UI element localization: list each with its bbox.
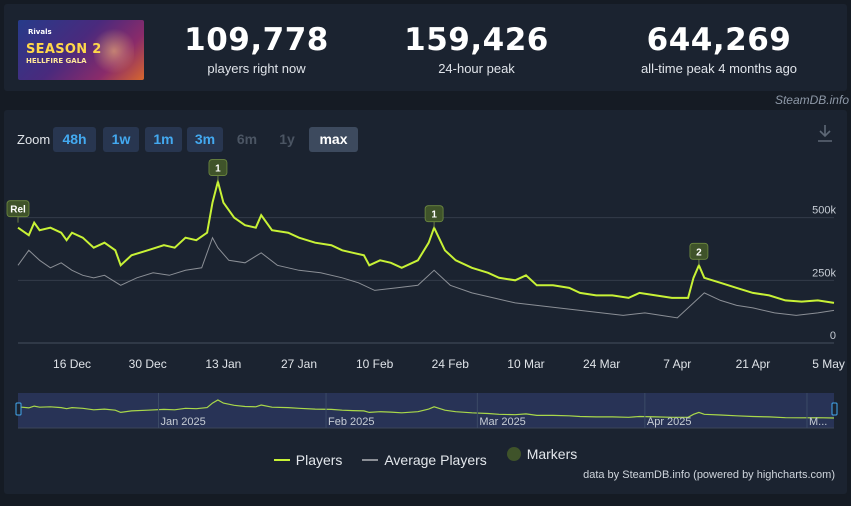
marker-badge <box>689 242 709 260</box>
x-tick-label: 21 Apr <box>736 357 771 371</box>
navigator-left-handle[interactable] <box>15 402 22 416</box>
average-swatch <box>362 459 379 461</box>
banner-glow <box>94 26 134 76</box>
banner-logo-text: Rivals <box>28 28 52 36</box>
x-tick-label: 24 Mar <box>583 357 620 371</box>
marker-badge <box>208 159 228 176</box>
x-tick-label: 16 Dec <box>53 357 91 371</box>
game-banner[interactable]: Rivals SEASON 2 HELLFIRE GALA <box>18 20 144 80</box>
x-tick-label: 27 Jan <box>281 357 317 371</box>
stat-current-value: 109,778 <box>184 22 329 58</box>
navigator-label: Feb 2025 <box>328 416 374 428</box>
navigator-label: Apr 2025 <box>647 416 692 428</box>
stat-alltime-peak-value: 644,269 <box>646 22 792 58</box>
legend-average[interactable]: Average Players <box>362 452 487 468</box>
x-tick-label: 7 Apr <box>663 357 691 371</box>
x-tick-label: 13 Jan <box>205 357 241 371</box>
x-tick-label: 10 Mar <box>507 357 544 371</box>
zoom-1y-button[interactable]: 1y <box>279 131 295 147</box>
zoom-6m-button[interactable]: 6m <box>236 131 258 147</box>
banner-subtitle: HELLFIRE GALA <box>26 57 87 65</box>
markers-swatch <box>506 447 521 461</box>
chart-legend: Players Average Players Markers <box>4 446 847 468</box>
event-marker[interactable]: 1 <box>424 205 444 228</box>
steamdb-credit[interactable]: SteamDB.info <box>774 93 849 107</box>
banner-title: SEASON 2 <box>26 42 102 57</box>
zoom-1w-button[interactable]: 1w <box>103 127 139 152</box>
stats-bar: Rivals SEASON 2 HELLFIRE GALA 109,778 pl… <box>4 4 847 91</box>
x-axis-labels: 16 Dec 30 Dec 13 Jan 27 Jan 10 Feb 24 Feb 10 M… <box>53 357 845 371</box>
marker-label: 1 <box>431 210 437 221</box>
navigator-series <box>17 399 835 419</box>
event-marker[interactable]: 2 <box>689 242 709 266</box>
zoom-1m-button[interactable]: 1m <box>145 127 182 152</box>
marker-label: 2 <box>696 247 702 258</box>
marker-badge <box>6 200 30 218</box>
navigator-label: M... <box>809 416 827 428</box>
y-tick-label: 500k <box>812 205 836 217</box>
zoom-48h-button[interactable]: 48h <box>53 127 96 152</box>
stat-current: 109,778 players right now <box>184 22 329 76</box>
legend-players-label: Players <box>295 452 343 468</box>
stat-current-label: players right now <box>207 61 306 76</box>
legend-markers[interactable]: Markers <box>506 446 578 462</box>
stat-24h-peak: 159,426 24-hour peak <box>404 22 549 76</box>
stat-alltime-peak: 644,269 all-time peak 4 months ago <box>619 22 819 76</box>
stat-24h-peak-label: 24-hour peak <box>438 61 515 76</box>
y-axis-labels: 0 250k 500k <box>812 205 836 342</box>
navigator-labels: Jan 2025 Feb 2025 Mar 2025 Apr 2025 M... <box>158 393 827 428</box>
navigator-label: Jan 2025 <box>161 416 206 428</box>
navigator-window[interactable] <box>18 393 834 428</box>
zoom-max-button[interactable]: max <box>309 127 358 152</box>
average-players-line <box>17 236 835 319</box>
legend-markers-label: Markers <box>526 446 578 462</box>
navigator-label: Mar 2025 <box>479 416 525 428</box>
event-marker[interactable]: 1 <box>208 159 228 182</box>
x-tick-label: 5 May <box>812 357 845 371</box>
players-swatch <box>273 459 290 461</box>
x-tick-label: 24 Feb <box>432 357 470 371</box>
navigator-right-handle[interactable] <box>831 402 838 416</box>
chart-area: 0 250k 500k 16 Dec 30 Dec 13 Jan 27 Jan 10 Feb… <box>6 159 845 429</box>
marker-badge <box>424 205 444 223</box>
y-tick-label: 0 <box>830 330 836 342</box>
y-tick-label: 250k <box>812 267 836 279</box>
download-icon[interactable] <box>816 123 834 143</box>
x-tick-label: 30 Dec <box>129 357 167 371</box>
chart-panel: Zoom 48h 1w 1m 3m 6m 1y max 0 250k 500k 16… <box>4 110 847 494</box>
marker-label: Rel <box>10 205 26 216</box>
zoom-label: Zoom <box>17 132 51 147</box>
event-marker[interactable]: Rel <box>6 200 30 223</box>
navigator[interactable]: Jan 2025 Feb 2025 Mar 2025 Apr 2025 M... <box>15 393 838 429</box>
highcharts-credit[interactable]: data by SteamDB.info (powered by highcha… <box>583 469 835 481</box>
marker-label: 1 <box>215 164 221 175</box>
x-tick-label: 10 Feb <box>356 357 394 371</box>
legend-average-label: Average Players <box>384 452 487 468</box>
event-markers: Rel 1 1 2 <box>6 159 709 266</box>
stat-alltime-peak-label: all-time peak 4 months ago <box>640 61 798 76</box>
stat-24h-peak-value: 159,426 <box>404 22 549 58</box>
players-line <box>17 177 835 304</box>
zoom-3m-button[interactable]: 3m <box>187 127 223 152</box>
legend-players[interactable]: Players <box>273 452 343 468</box>
